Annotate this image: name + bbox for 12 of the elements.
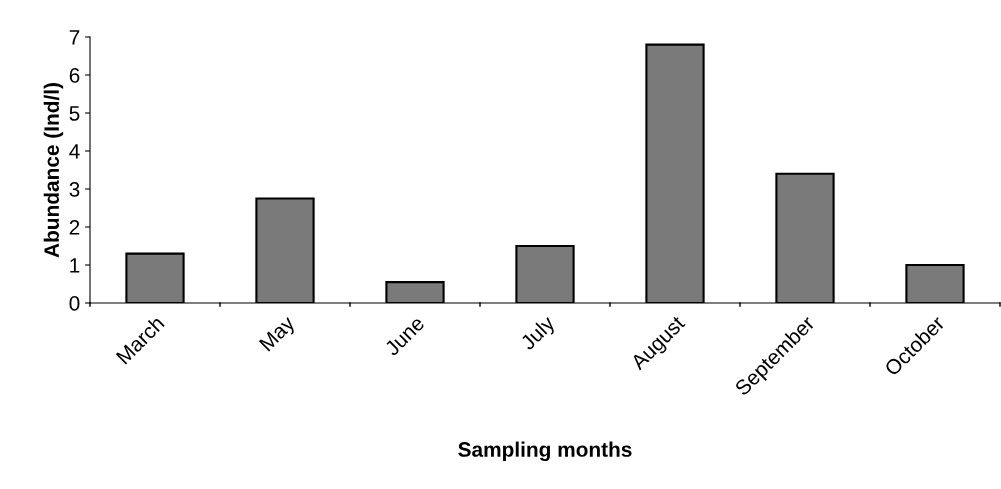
- y-tick-label: 5: [69, 106, 80, 121]
- x-axis-title: Sampling months: [458, 441, 632, 462]
- y-tick-label: 0: [69, 296, 80, 311]
- y-tick-label: 7: [69, 30, 80, 45]
- x-tick-label: July: [519, 314, 559, 354]
- y-tick-label: 4: [69, 144, 80, 159]
- y-tick-label: 3: [69, 182, 80, 197]
- y-tick-label: 2: [69, 220, 80, 235]
- x-tick-label: May: [258, 314, 299, 355]
- y-tick-label: 1: [70, 258, 80, 273]
- y-tick-label: 6: [69, 68, 80, 83]
- y-axis-title: Abundance (Ind/l): [43, 83, 64, 258]
